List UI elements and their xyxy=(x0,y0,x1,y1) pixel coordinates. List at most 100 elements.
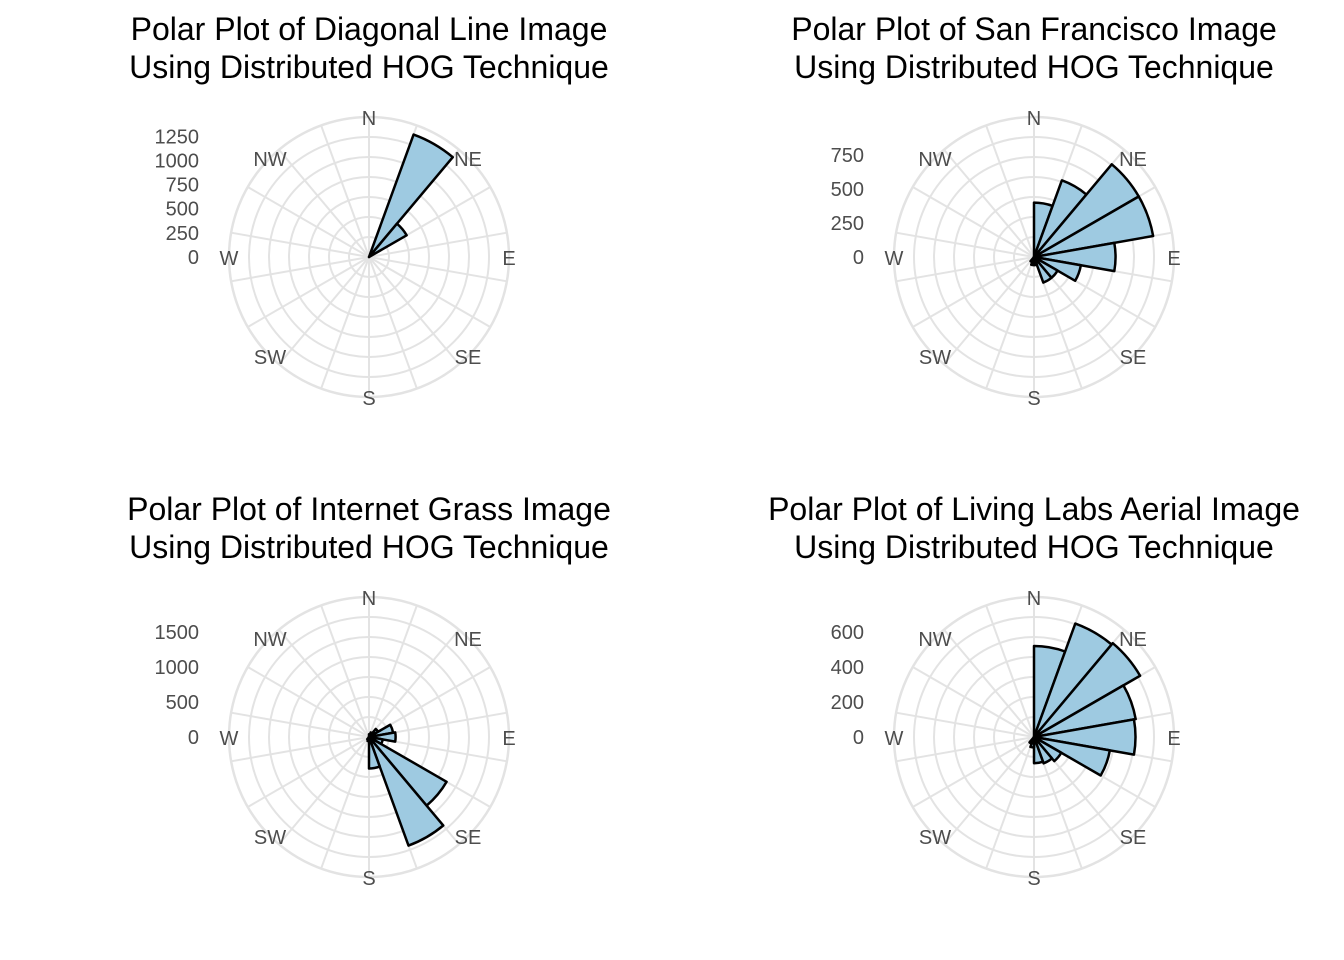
polar-chart: N NE E SE S SW W NW 0 200 400 600 xyxy=(831,588,1181,890)
grid-spoke xyxy=(368,256,508,283)
grid-spoke xyxy=(368,629,460,738)
direction-label: NW xyxy=(253,149,286,171)
grid-spoke xyxy=(368,231,508,258)
grid-spoke xyxy=(278,629,370,738)
direction-label: SW xyxy=(919,347,951,369)
grid-spoke xyxy=(230,231,370,258)
grid-spoke xyxy=(320,736,370,869)
polar-chart: N NE E SE S SW W NW 0 250 500 750 xyxy=(831,108,1181,410)
panel-san-francisco: Polar Plot of San Francisco Image Using … xyxy=(791,11,1277,410)
direction-label: NE xyxy=(454,149,482,171)
panel-internet-grass: Polar Plot of Internet Grass Image Using… xyxy=(127,491,611,890)
grid-spoke xyxy=(912,186,1035,258)
radial-tick-label: 1250 xyxy=(155,126,200,148)
grid-spoke xyxy=(895,256,1035,283)
direction-label: S xyxy=(1027,388,1040,410)
polar-bar xyxy=(367,731,397,743)
grid-spoke xyxy=(895,736,1035,763)
grid-spoke xyxy=(278,736,370,845)
grid-spoke xyxy=(230,256,370,283)
direction-label: SW xyxy=(254,827,286,849)
radial-tick-label: 1000 xyxy=(155,150,200,172)
direction-label: SE xyxy=(1120,347,1147,369)
grid-spoke xyxy=(895,231,1035,258)
chart-title-line-2: Using Distributed HOG Technique xyxy=(129,49,609,85)
chart-title-line-2: Using Distributed HOG Technique xyxy=(794,49,1274,85)
grid-spoke xyxy=(368,256,491,328)
grid-spoke xyxy=(943,736,1035,845)
panel-living-labs: Polar Plot of Living Labs Aerial Image U… xyxy=(768,491,1300,890)
direction-label: S xyxy=(362,868,375,890)
polar-bar xyxy=(367,222,408,259)
grid-spoke xyxy=(943,629,1035,738)
direction-label: W xyxy=(885,728,904,750)
polar-bar xyxy=(1032,241,1117,273)
polar-bar xyxy=(365,735,371,741)
grid-spoke xyxy=(985,736,1035,869)
polar-bar xyxy=(1032,641,1142,739)
radial-tick-label: 1500 xyxy=(155,622,200,644)
direction-label: NW xyxy=(918,149,951,171)
grid-spoke xyxy=(278,256,370,365)
chart-title-line-1: Polar Plot of Diagonal Line Image xyxy=(131,11,608,47)
radial-tick-label: 500 xyxy=(166,692,199,714)
grid-spoke xyxy=(368,605,418,738)
polar-bar xyxy=(1032,735,1054,765)
grid-spoke xyxy=(943,149,1035,258)
polar-bar xyxy=(367,735,445,847)
chart-title-line-2: Using Distributed HOG Technique xyxy=(129,529,609,565)
direction-label: NW xyxy=(253,629,286,651)
radial-tick-label: 500 xyxy=(166,199,199,221)
polar-bar xyxy=(1032,255,1053,284)
grid-spoke xyxy=(985,605,1035,738)
direction-label: NW xyxy=(918,629,951,651)
radial-tick-label: 250 xyxy=(166,223,199,245)
chart-title-line-1: Polar Plot of San Francisco Image xyxy=(791,11,1277,47)
direction-label: E xyxy=(502,728,515,750)
polar-bar xyxy=(1032,735,1045,765)
direction-label: N xyxy=(1027,108,1041,130)
polar-bar xyxy=(367,133,455,259)
direction-label: N xyxy=(362,108,376,130)
grid-spoke xyxy=(230,736,370,763)
polar-bar xyxy=(367,735,382,770)
direction-label: SE xyxy=(1120,827,1147,849)
grid-spoke xyxy=(247,186,370,258)
radial-tick-label: 0 xyxy=(188,247,199,269)
direction-label: N xyxy=(362,588,376,610)
direction-label: SE xyxy=(455,827,482,849)
radial-tick-label: 250 xyxy=(831,213,864,235)
grid-spoke xyxy=(320,125,370,258)
grid-spoke xyxy=(247,736,370,808)
radial-tick-label: 0 xyxy=(853,727,864,749)
radial-tick-label: 0 xyxy=(188,727,199,749)
grid-spoke xyxy=(895,711,1035,738)
polar-bar xyxy=(1032,735,1063,763)
direction-label: SE xyxy=(455,347,482,369)
grid-spoke xyxy=(247,256,370,328)
direction-label: SW xyxy=(919,827,951,849)
chart-title-line-1: Polar Plot of Internet Grass Image xyxy=(127,491,611,527)
radial-tick-label: 1000 xyxy=(155,657,200,679)
radial-tick-label: 750 xyxy=(166,175,199,197)
polar-bar xyxy=(1029,255,1036,264)
radial-tick-label: 400 xyxy=(831,657,864,679)
grid-spoke xyxy=(320,605,370,738)
radial-tick-label: 750 xyxy=(831,145,864,167)
grid-spoke xyxy=(912,736,1035,808)
grid-spoke xyxy=(985,256,1035,389)
direction-label: S xyxy=(362,388,375,410)
grid-spoke xyxy=(368,256,460,365)
direction-label: W xyxy=(885,248,904,270)
direction-label: W xyxy=(220,728,239,750)
grid-spoke xyxy=(278,149,370,258)
grid-spoke xyxy=(320,256,370,389)
grid-spoke xyxy=(368,256,418,389)
direction-label: E xyxy=(1167,248,1180,270)
direction-label: NE xyxy=(454,629,482,651)
polar-bar xyxy=(1032,195,1155,259)
polar-chart: N NE E SE S SW W NW 0 500 1000 1500 xyxy=(155,588,516,890)
direction-label: N xyxy=(1027,588,1041,610)
